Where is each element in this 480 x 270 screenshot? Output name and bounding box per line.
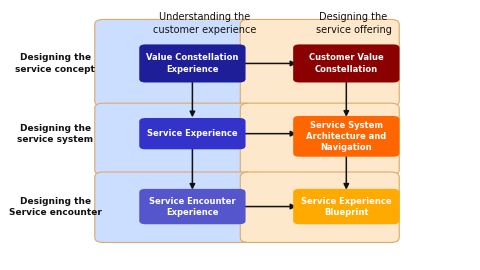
FancyBboxPatch shape [292, 44, 398, 82]
Text: Designing the
Service encounter: Designing the Service encounter [9, 197, 102, 217]
Text: Service Experience
Blueprint: Service Experience Blueprint [300, 197, 391, 217]
FancyBboxPatch shape [240, 103, 398, 175]
Text: Designing the
service system: Designing the service system [17, 124, 93, 144]
Text: Service Experience: Service Experience [147, 129, 237, 138]
FancyBboxPatch shape [95, 103, 253, 175]
Text: Customer Value
Constellation: Customer Value Constellation [308, 53, 383, 73]
FancyBboxPatch shape [95, 172, 253, 242]
FancyBboxPatch shape [292, 189, 398, 224]
FancyBboxPatch shape [240, 172, 398, 242]
Text: Value Constellation
Experience: Value Constellation Experience [146, 53, 238, 73]
FancyBboxPatch shape [292, 116, 398, 157]
Text: Service Encounter
Experience: Service Encounter Experience [149, 197, 235, 217]
Text: Service System
Architecture and
Navigation: Service System Architecture and Navigati… [306, 121, 385, 152]
Text: Understanding the
customer experience: Understanding the customer experience [153, 12, 255, 35]
FancyBboxPatch shape [139, 118, 245, 149]
FancyBboxPatch shape [139, 44, 245, 82]
Text: Designing the
service offering: Designing the service offering [315, 12, 391, 35]
FancyBboxPatch shape [95, 19, 253, 106]
Text: Designing the
service concept: Designing the service concept [15, 53, 95, 73]
FancyBboxPatch shape [240, 19, 398, 106]
FancyBboxPatch shape [139, 189, 245, 224]
